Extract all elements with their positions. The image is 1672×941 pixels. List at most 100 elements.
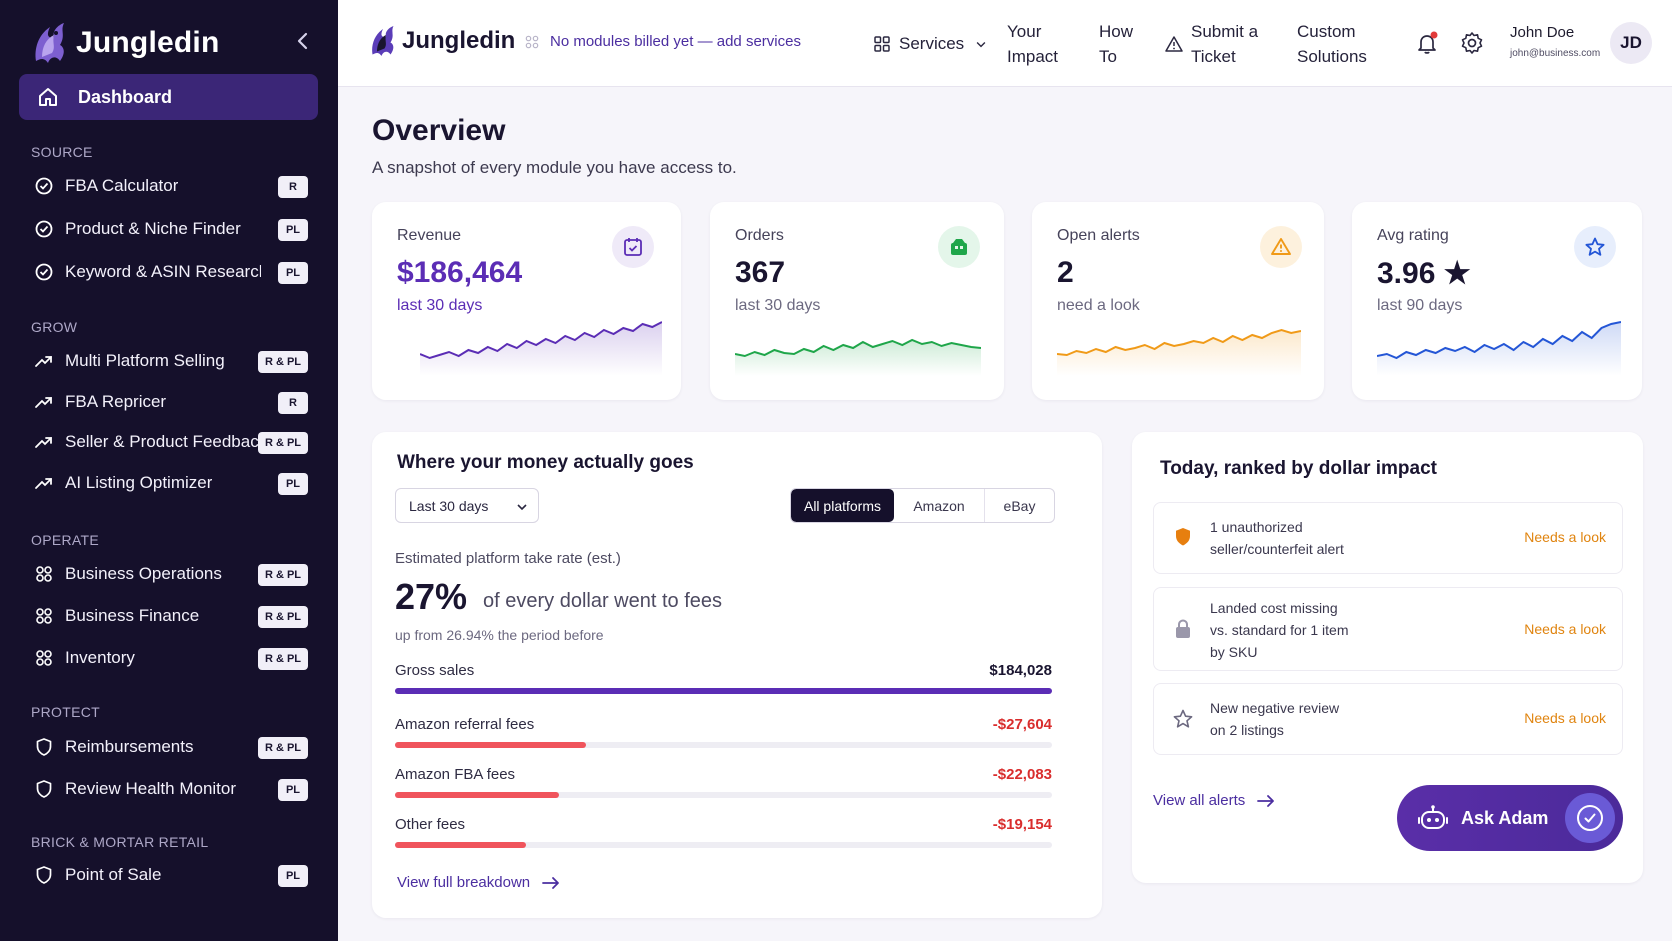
sidebar-item-product-niche-finder[interactable]: Product & Niche Finder PL <box>34 214 310 244</box>
billing-notice-link[interactable]: No modules billed yet — add services <box>524 33 801 50</box>
shield-icon <box>36 866 52 884</box>
link-label: View all alerts <box>1153 792 1246 809</box>
sidebar-item-business-operations[interactable]: Business Operations R & PL <box>34 559 310 589</box>
plan-badge: PL <box>278 865 308 887</box>
needs-a-look-link[interactable]: Needs a look <box>1524 621 1606 637</box>
alert-text: 1 unauthorized seller/counterfeit alert <box>1210 516 1344 560</box>
fee-row-name: Other fees <box>395 816 466 833</box>
fee-row-track <box>395 688 1052 694</box>
brand-name: Jungledin <box>402 27 516 54</box>
sidebar-group-grow: GROW <box>31 319 78 335</box>
platform-tabs: All platforms Amazon eBay <box>790 488 1055 523</box>
sidebar-item-ai-listing-optimizer[interactable]: AI Listing Optimizer PL <box>34 468 310 498</box>
sidebar-brand[interactable]: Jungledin <box>30 20 219 66</box>
sparkline-line <box>1057 328 1301 357</box>
nav-how-to[interactable]: How To <box>1099 0 1133 87</box>
user-name[interactable]: John Doe <box>1510 24 1575 41</box>
tab-all-platforms[interactable]: All platforms <box>791 489 894 522</box>
check-circle-icon <box>35 220 53 238</box>
bell-icon[interactable] <box>1414 30 1440 56</box>
chevron-down-icon <box>517 504 527 511</box>
kpi-icon-wrap <box>1574 226 1616 268</box>
nav-submit-ticket[interactable]: Submit a Ticket <box>1165 0 1258 87</box>
nav-label-line: Impact <box>1007 46 1059 66</box>
home-icon <box>39 88 57 106</box>
view-all-alerts-link[interactable]: View all alerts <box>1153 792 1275 809</box>
arrow-right-icon <box>1257 794 1275 807</box>
take-rate-label: Estimated platform take rate (est.) <box>395 550 621 567</box>
sparkline-area <box>1057 330 1301 376</box>
kpi-card-avg-rating[interactable]: Avg rating 3.96 ★ last 90 days <box>1352 202 1642 400</box>
avatar[interactable]: JD <box>1610 22 1652 64</box>
kpi-sub: last 30 days <box>397 297 483 314</box>
nav-custom-solutions[interactable]: Custom Solutions <box>1297 0 1367 87</box>
nav-services-label: Services <box>899 34 965 53</box>
alert-item-negative-review[interactable]: New negative review on 2 listings Needs a… <box>1153 683 1623 755</box>
page-title: Overview <box>372 114 506 147</box>
sidebar-item-point-of-sale[interactable]: Point of Sale PL <box>34 860 310 890</box>
lock-icon <box>1176 619 1190 638</box>
sidebar-group-operate: OPERATE <box>31 532 99 548</box>
sidebar-item-label: Dashboard <box>78 86 173 107</box>
tab-ebay[interactable]: eBay <box>984 489 1054 522</box>
money-card: Where your money actually goes Last 30 d… <box>372 432 1102 918</box>
alert-line: New negative review <box>1210 700 1340 716</box>
sparkline-area <box>735 340 981 376</box>
trend-up-icon <box>35 397 52 408</box>
revenue-sparkline <box>420 321 662 376</box>
sidebar-item-label: Seller & Product Feedback <box>65 432 261 451</box>
view-full-breakdown-link[interactable]: View full breakdown <box>397 874 560 891</box>
sidebar-item-business-finance[interactable]: Business Finance R & PL <box>34 601 310 631</box>
sidebar-group-brick-mortar: BRICK & MORTAR RETAIL <box>31 834 209 850</box>
star-icon <box>1585 237 1605 256</box>
kpi-icon-wrap <box>1260 226 1302 268</box>
fee-row-value: -$22,083 <box>992 766 1052 783</box>
alert-line: on 2 listings <box>1210 722 1284 738</box>
sidebar-item-label: Point of Sale <box>65 865 162 884</box>
kpi-icon-wrap <box>612 226 654 268</box>
period-select[interactable]: Last 30 days <box>395 488 539 523</box>
sidebar-item-dashboard[interactable]: Dashboard <box>19 74 318 120</box>
sidebar-item-label: Reimbursements <box>65 737 194 756</box>
plan-badge: PL <box>278 262 308 284</box>
plan-badge: PL <box>278 219 308 241</box>
sidebar-item-label: Review Health Monitor <box>65 779 237 798</box>
billing-notice-text: No modules billed yet — add services <box>550 33 801 50</box>
kpi-card-orders[interactable]: Orders 367 last 30 days <box>710 202 1004 400</box>
kpi-label: Open alerts <box>1057 227 1140 244</box>
kpi-card-revenue[interactable]: Revenue $186,464 last 30 days <box>372 202 681 400</box>
sidebar-item-seller-product-feedback[interactable]: Seller & Product Feedback R & PL <box>34 427 310 457</box>
sidebar-item-review-health-monitor[interactable]: Review Health Monitor PL <box>34 774 310 804</box>
sidebar-item-multi-platform-selling[interactable]: Multi Platform Selling R & PL <box>34 346 310 376</box>
topbar-brand[interactable]: Jungledin <box>368 24 515 58</box>
check-badge <box>1565 793 1615 843</box>
ask-adam-button[interactable]: Ask Adam <box>1397 785 1623 851</box>
nav-services[interactable]: Services <box>873 0 996 87</box>
jungledin-logo-icon <box>35 23 64 63</box>
needs-a-look-link[interactable]: Needs a look <box>1524 710 1606 726</box>
apps-grid-icon <box>874 35 890 52</box>
kpi-card-open-alerts[interactable]: Open alerts 2 need a look <box>1032 202 1324 400</box>
sidebar-item-fba-repricer[interactable]: FBA Repricer R <box>34 387 310 417</box>
nav-label-line: To <box>1099 46 1117 66</box>
sidebar-item-keyword-asin-research[interactable]: Keyword & ASIN Research PL <box>34 257 310 287</box>
fee-row-track <box>395 792 1052 798</box>
tab-amazon[interactable]: Amazon <box>913 497 965 514</box>
collapse-sidebar-icon[interactable] <box>292 28 314 54</box>
nav-your-impact[interactable]: Your Impact <box>1007 0 1058 87</box>
sidebar-item-inventory[interactable]: Inventory R & PL <box>34 643 310 673</box>
fee-row-track <box>395 842 1052 848</box>
needs-a-look-link[interactable]: Needs a look <box>1524 529 1606 545</box>
alert-item-counterfeit[interactable]: 1 unauthorized seller/counterfeit alert N… <box>1153 502 1623 574</box>
sidebar-item-fba-calculator[interactable]: FBA Calculator R <box>34 171 310 201</box>
plan-badge: R & PL <box>257 648 308 670</box>
sidebar-item-reimbursements[interactable]: Reimbursements R & PL <box>34 732 310 762</box>
alert-item-landed-cost[interactable]: Landed cost missing vs. standard for 1 it… <box>1153 587 1623 671</box>
jungledin-logo-icon <box>372 26 394 56</box>
fee-row-value: $184,028 <box>989 662 1052 679</box>
gear-icon[interactable] <box>1459 30 1485 56</box>
ask-adam-label: Ask Adam <box>1461 807 1549 828</box>
sidebar-item-label: FBA Repricer <box>65 392 167 411</box>
sidebar-item-label: Product & Niche Finder <box>65 219 241 238</box>
kpi-label: Avg rating <box>1377 227 1449 244</box>
